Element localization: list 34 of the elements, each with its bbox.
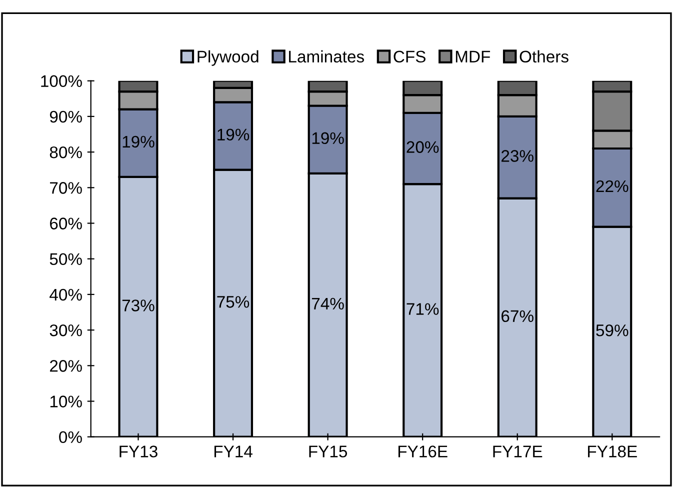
data-label: 73% xyxy=(122,300,154,312)
data-label: 19% xyxy=(122,136,154,148)
legend-label: CFS xyxy=(394,50,426,63)
y-tick-label: 30% xyxy=(50,324,82,336)
data-label: 74% xyxy=(312,298,344,310)
y-tick-label: 40% xyxy=(50,288,82,301)
y-tick-label: 50% xyxy=(50,253,82,266)
data-label: 22% xyxy=(596,180,628,192)
data-label: 19% xyxy=(218,128,250,140)
data-label: 75% xyxy=(217,296,250,308)
x-tick-label: FY16E xyxy=(398,446,448,458)
data-label: 23% xyxy=(502,150,534,162)
legend-label: Others xyxy=(520,50,568,63)
data-label: 67% xyxy=(502,310,534,322)
x-tick-label: FY15 xyxy=(309,446,348,458)
y-tick-label: 20% xyxy=(50,360,82,372)
y-tick-label: 100% xyxy=(41,75,82,88)
y-tick-label: 90% xyxy=(50,110,82,123)
y-tick-label: 0% xyxy=(59,431,82,444)
y-tick-label: 60% xyxy=(50,218,82,230)
x-tick-label: FY17E xyxy=(493,446,542,458)
y-tick-label: 80% xyxy=(50,146,82,158)
x-tick-label: FY13 xyxy=(120,446,158,458)
data-label: 20% xyxy=(406,141,439,153)
data-label: 19% xyxy=(312,132,344,144)
y-tick-label: 70% xyxy=(50,182,82,194)
data-label: 71% xyxy=(406,303,439,315)
data-label: 59% xyxy=(596,324,628,336)
legend-label: Plywood xyxy=(198,50,258,66)
y-tick-label: 10% xyxy=(50,396,82,408)
legend-label: Laminates xyxy=(289,50,364,63)
legend-label: MDF xyxy=(456,50,490,62)
x-tick-label: FY18E xyxy=(588,446,637,458)
x-tick-label: FY14 xyxy=(214,446,252,458)
